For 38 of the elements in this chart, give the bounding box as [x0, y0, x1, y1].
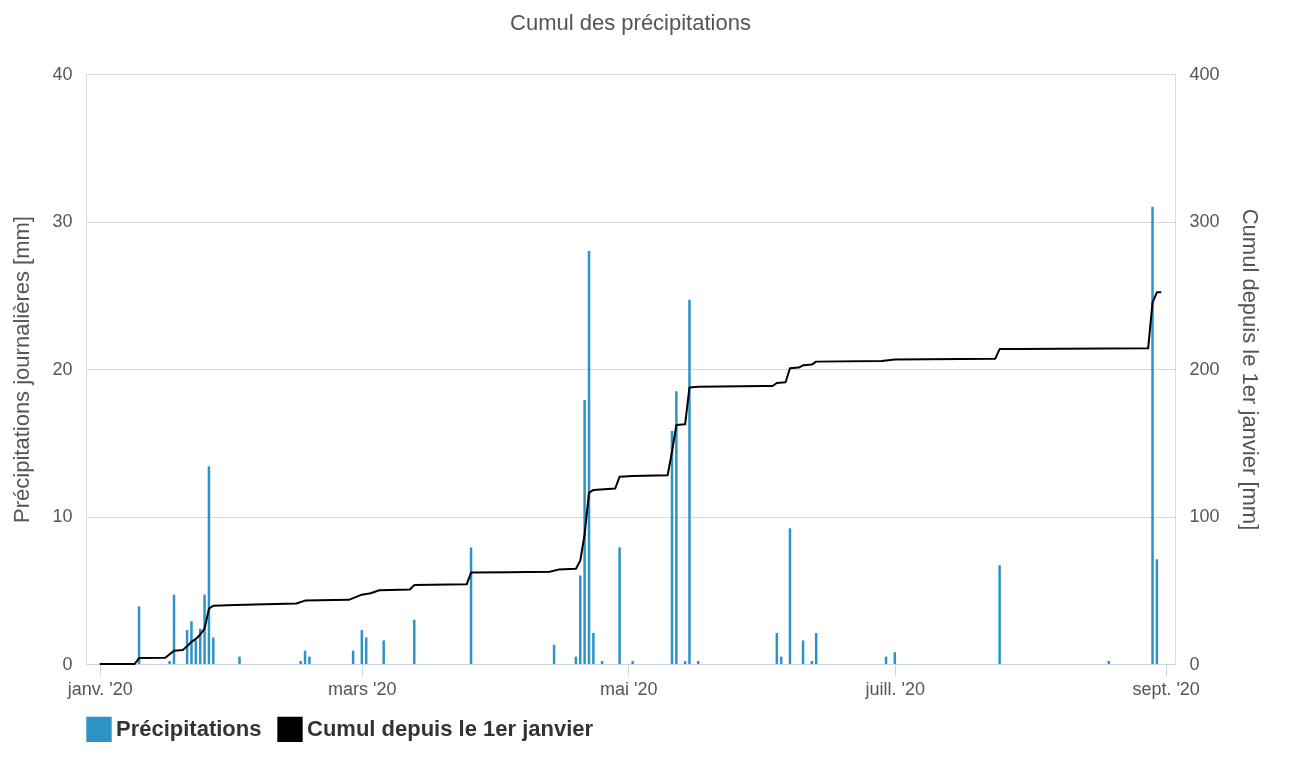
y-axis-title: Précipitations journalières [mm] — [9, 216, 35, 523]
bar — [168, 661, 171, 664]
bar — [998, 565, 1001, 664]
x-tick-label: juill. '20 — [864, 678, 926, 699]
y2-tick-label: 200 — [1189, 358, 1220, 379]
x-tick-label: mai '20 — [600, 678, 658, 699]
y2-axis-title: Cumul depuis le 1er janvier [mm] — [1237, 208, 1263, 531]
y2-tick-label: 400 — [1189, 63, 1220, 84]
y2-tick-label: 100 — [1189, 506, 1220, 526]
bar — [238, 656, 241, 664]
bar — [212, 637, 215, 664]
y-tick-label: 40 — [52, 63, 73, 84]
chart-title: Cumul des précipitations — [510, 10, 751, 35]
y-tick-label: 30 — [52, 211, 73, 231]
x-tick-label: mars '20 — [328, 678, 397, 699]
y-tick-label: 20 — [52, 358, 73, 379]
bar — [308, 656, 311, 664]
x-tick-label: sept. '20 — [1132, 678, 1200, 699]
bar — [583, 399, 586, 664]
y-tick-label: 10 — [52, 506, 73, 526]
bar — [190, 621, 193, 664]
legend-label: Précipitations — [116, 716, 262, 742]
bar — [688, 299, 691, 664]
legend-label: Cumul depuis le 1er janvier — [307, 716, 594, 742]
y-tick-label: 0 — [62, 653, 73, 674]
bar — [382, 640, 385, 664]
bar — [299, 661, 302, 664]
bar — [592, 633, 595, 664]
bar — [203, 594, 206, 664]
y2-tick-label: 0 — [1189, 653, 1200, 674]
bar — [675, 391, 678, 664]
line-series — [98, 291, 1163, 665]
x-tick-label: janv. '20 — [66, 678, 133, 699]
y2-tick-label: 300 — [1189, 211, 1220, 231]
bar — [1151, 206, 1154, 664]
bar — [618, 547, 621, 664]
bar — [413, 619, 416, 664]
bar — [631, 661, 634, 664]
